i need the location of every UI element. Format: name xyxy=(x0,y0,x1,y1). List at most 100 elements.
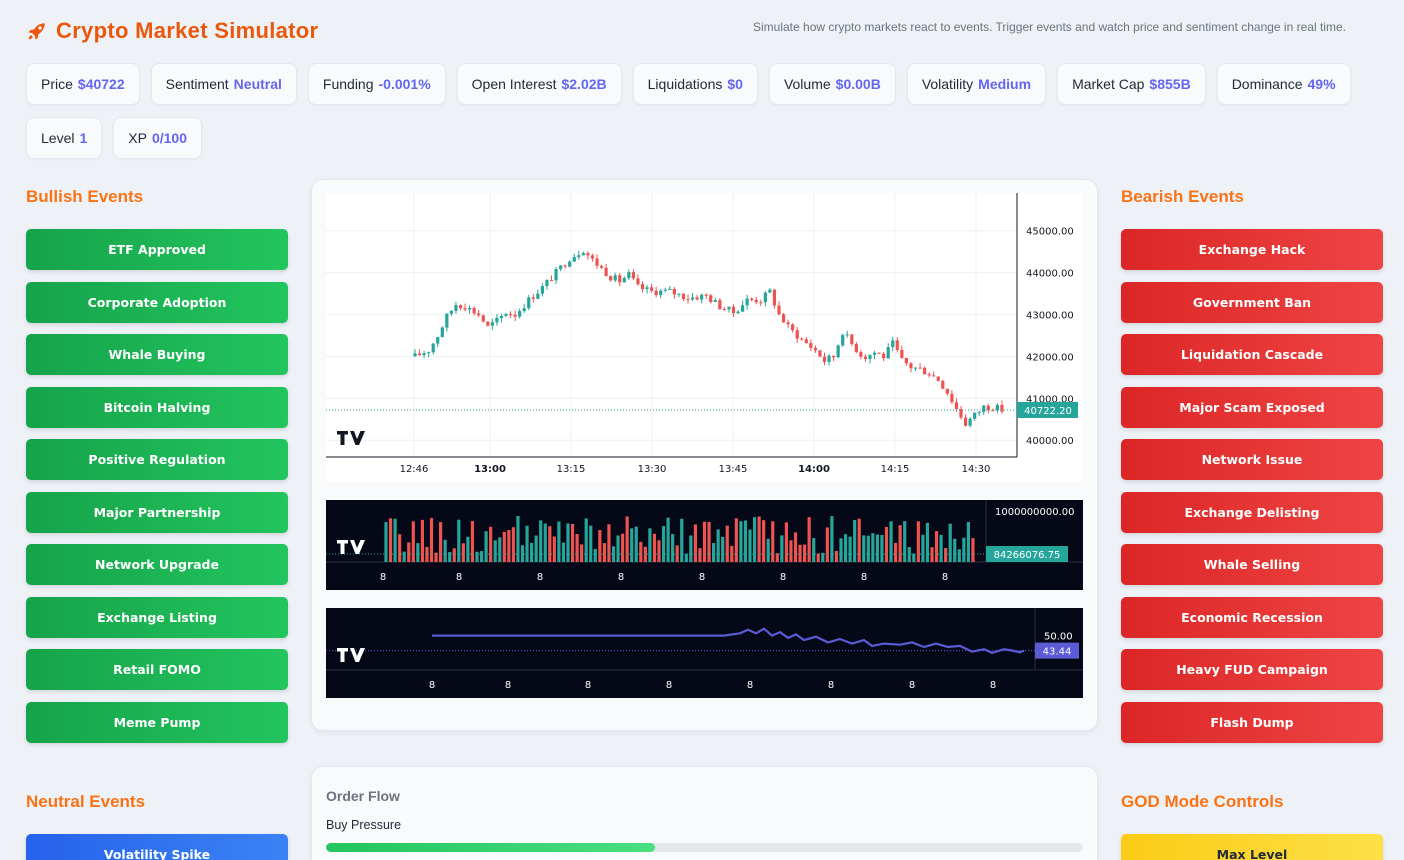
candle xyxy=(686,299,690,301)
stat-label: Liquidations xyxy=(647,76,723,92)
stat-open-interest: Open Interest $2.02B xyxy=(456,63,622,105)
volume-bar xyxy=(944,548,948,562)
volume-bar xyxy=(630,528,634,562)
candle xyxy=(540,286,544,294)
volume-bar xyxy=(593,548,597,562)
volume-bar xyxy=(971,538,975,562)
volume-bar xyxy=(739,521,743,562)
candle xyxy=(590,255,595,259)
bearish-government-ban-button[interactable]: Government Ban xyxy=(1121,281,1383,323)
volume-bar xyxy=(580,544,584,562)
volume-bar xyxy=(388,518,393,562)
volume-bar xyxy=(925,522,930,562)
candle xyxy=(695,297,699,300)
candle xyxy=(841,335,845,346)
volume-bar xyxy=(516,516,520,562)
bearish-major-scam-exposed-button[interactable]: Major Scam Exposed xyxy=(1121,386,1383,428)
volume-bar xyxy=(807,517,811,562)
sentiment-time-label: 8 xyxy=(747,680,753,691)
candle xyxy=(963,417,968,426)
volume-bar xyxy=(657,540,661,562)
bearish-flash-dump-button[interactable]: Flash Dump xyxy=(1121,701,1383,743)
volume-bar xyxy=(525,525,529,562)
candle xyxy=(850,334,854,344)
stat-liquidations: Liquidations $0 xyxy=(632,63,758,105)
bullish-retail-fomo-button[interactable]: Retail FOMO xyxy=(26,649,288,690)
bullish-meme-pump-button[interactable]: Meme Pump xyxy=(26,701,288,743)
candle xyxy=(909,363,913,369)
candle xyxy=(627,272,631,279)
god-max-level-button[interactable]: Max Level xyxy=(1121,834,1383,860)
candle xyxy=(690,297,695,300)
bearish-exchange-delisting-button[interactable]: Exchange Delisting xyxy=(1121,491,1383,533)
bearish-exchange-hack-button[interactable]: Exchange Hack xyxy=(1121,229,1383,270)
candle xyxy=(668,288,672,290)
stat-label: Volatility xyxy=(921,76,974,92)
bearish-liquidation-cascade-button[interactable]: Liquidation Cascade xyxy=(1121,334,1383,375)
sentiment-chart[interactable]: 50.00 8 8 8 8 8 8 8 8 43.44 xyxy=(326,608,1083,698)
candle xyxy=(458,305,463,309)
stat-label: Market Cap xyxy=(1072,76,1145,92)
price-tick-label: 43000.00 xyxy=(1026,311,1074,322)
price-chart[interactable]: 45000.00 44000.00 43000.00 42000.00 41000.00… xyxy=(326,193,1083,481)
volume-bar xyxy=(439,522,443,562)
time-tick-label: 14:30 xyxy=(962,464,991,475)
bearish-economic-recession-button[interactable]: Economic Recession xyxy=(1121,596,1383,638)
volume-bar xyxy=(948,523,952,562)
candle xyxy=(954,402,959,410)
sentiment-time-label: 8 xyxy=(505,680,511,691)
candle xyxy=(659,290,663,296)
candle xyxy=(631,272,635,279)
candle xyxy=(891,340,895,348)
volume-bar xyxy=(448,552,452,562)
candle xyxy=(763,292,767,303)
bullish-major-partnership-button[interactable]: Major Partnership xyxy=(26,491,288,533)
bullish-bitcoin-halving-button[interactable]: Bitcoin Halving xyxy=(26,386,288,428)
bullish-etf-approved-button[interactable]: ETF Approved xyxy=(26,229,288,270)
candle xyxy=(918,367,922,369)
volume-bar xyxy=(962,537,966,562)
last-price-tag xyxy=(1017,401,1078,418)
buy-pressure-bar xyxy=(326,843,1083,852)
candle xyxy=(681,293,686,300)
volume-bar xyxy=(384,522,388,562)
candle xyxy=(572,257,576,262)
price-chart-panel[interactable]: 45000.00 44000.00 43000.00 42000.00 41000.00… xyxy=(326,193,1083,481)
candle xyxy=(786,322,790,325)
candle xyxy=(422,353,426,356)
volume-chart[interactable]: 1000000000.00 8 8 8 8 8 8 8 8 84266076.75 xyxy=(326,500,1083,590)
bullish-positive-regulation-button[interactable]: Positive Regulation xyxy=(26,439,288,480)
candle xyxy=(945,388,949,394)
candle xyxy=(968,418,972,426)
candle xyxy=(727,306,731,310)
volume-bar xyxy=(894,542,898,562)
volume-bar xyxy=(816,553,820,562)
bullish-exchange-listing-button[interactable]: Exchange Listing xyxy=(26,596,288,638)
candle xyxy=(1000,404,1004,412)
candle xyxy=(868,354,872,359)
candle xyxy=(781,314,786,323)
bearish-heavy-fud-campaign-button[interactable]: Heavy FUD Campaign xyxy=(1121,649,1383,690)
bullish-whale-buying-button[interactable]: Whale Buying xyxy=(26,334,288,375)
sentiment-chart-panel[interactable]: 50.00 8 8 8 8 8 8 8 8 43.44 xyxy=(326,608,1083,698)
volume-bar xyxy=(648,528,652,562)
bearish-network-issue-button[interactable]: Network Issue xyxy=(1121,439,1383,480)
volume-bar xyxy=(543,523,547,562)
candle xyxy=(440,327,444,338)
volume-bar xyxy=(848,536,852,562)
candle xyxy=(568,261,572,267)
bullish-corporate-adoption-button[interactable]: Corporate Adoption xyxy=(26,281,288,323)
candle xyxy=(982,405,986,412)
bullish-network-upgrade-button[interactable]: Network Upgrade xyxy=(26,544,288,585)
candle xyxy=(595,258,599,266)
neutral-volatility-spike-button[interactable]: Volatility Spike xyxy=(26,834,288,860)
volume-bar xyxy=(789,540,793,562)
volume-bar xyxy=(771,521,775,562)
bearish-whale-selling-button[interactable]: Whale Selling xyxy=(1121,544,1383,585)
candle xyxy=(700,294,704,300)
bearish-events-title: Bearish Events xyxy=(1121,187,1244,206)
sentiment-time-label: 8 xyxy=(828,680,834,691)
price-tick-label: 44000.00 xyxy=(1026,269,1074,280)
volume-chart-panel[interactable]: 1000000000.00 8 8 8 8 8 8 8 8 84266076.75 xyxy=(326,500,1083,590)
candle xyxy=(672,288,676,295)
